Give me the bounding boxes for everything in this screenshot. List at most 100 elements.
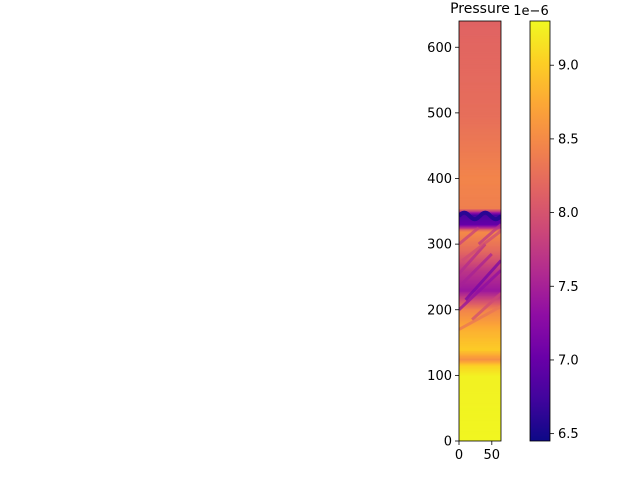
heatmap-row: [459, 94, 501, 97]
heatmap-row: [459, 204, 501, 207]
heatmap-row: [459, 166, 501, 169]
colorbar-frame: [529, 20, 551, 442]
heatmap-row: [459, 270, 501, 273]
colorbar-ticks: 6.5 7.0 7.5 8.0 8.5 9.0: [550, 59, 579, 442]
heatmap-row: [459, 192, 501, 195]
heatmap-row: [459, 321, 501, 324]
heatmap-row: [459, 173, 501, 176]
heatmap-row: [459, 72, 501, 75]
heatmap-row: [459, 32, 501, 35]
heatmap-row: [459, 139, 501, 142]
heatmap-row: [459, 84, 501, 86]
heatmap-row: [459, 360, 501, 363]
heatmap-row: [459, 324, 501, 327]
heatmap-row: [459, 385, 501, 388]
heatmap-row: [459, 384, 501, 387]
heatmap-row: [459, 381, 501, 384]
heatmap-row: [459, 326, 501, 329]
heatmap-row: [459, 279, 501, 282]
heatmap-row: [459, 131, 501, 134]
heatmap-row: [459, 136, 501, 139]
heatmap-row: [459, 220, 501, 223]
heatmap-row: [459, 42, 501, 44]
heatmap-row: [459, 422, 501, 425]
heatmap-row: [459, 87, 501, 90]
heatmap-row: [459, 330, 501, 333]
heatmap-row: [459, 413, 501, 416]
heatmap-row: [459, 396, 501, 399]
heatmap-row: [459, 238, 501, 241]
heatmap-row: [459, 379, 501, 382]
heatmap-row: [459, 294, 501, 296]
heatmap-row: [459, 140, 501, 143]
heatmap-row: [459, 40, 501, 43]
heatmap-row: [459, 203, 501, 206]
heatmap-row: [459, 378, 501, 380]
heatmap-row: [459, 158, 501, 161]
heatmap-row: [459, 68, 501, 71]
heatmap-streak: [459, 269, 501, 311]
heatmap-row: [459, 231, 501, 233]
heatmap-row: [459, 357, 501, 359]
heatmap-row: [459, 271, 501, 274]
heatmap-row: [459, 267, 501, 270]
heatmap-row: [459, 49, 501, 52]
plot-frame: [458, 20, 502, 442]
heatmap-row: [459, 425, 501, 428]
heatmap-row: [459, 286, 501, 289]
heatmap-row: [459, 405, 501, 408]
colorbar-tick-label: 7.5: [558, 280, 579, 295]
heatmap-row: [459, 21, 501, 23]
heatmap-row: [459, 199, 501, 202]
heatmap-row: [459, 36, 501, 39]
heatmap-row: [459, 393, 501, 396]
heatmap-row: [459, 225, 501, 228]
heatmap-row: [459, 301, 501, 304]
heatmap-row: [459, 367, 501, 370]
heatmap-streak: [459, 226, 480, 246]
heatmap-row: [459, 24, 501, 27]
heatmap-row: [459, 147, 501, 149]
heatmap-row: [459, 208, 501, 211]
heatmap-row: [459, 48, 501, 51]
heatmap-row: [459, 346, 501, 349]
heatmap-row: [459, 219, 501, 222]
heatmap-row: [459, 368, 501, 371]
heatmap-row: [459, 122, 501, 124]
heatmap-row: [459, 299, 501, 302]
heatmap-row: [459, 112, 501, 115]
heatmap-row: [459, 305, 501, 308]
heatmap-row: [459, 110, 501, 113]
heatmap-row: [459, 350, 501, 353]
heatmap-row: [459, 401, 501, 404]
heatmap-row: [459, 126, 501, 128]
heatmap-row: [459, 89, 501, 92]
heatmap-row: [459, 105, 501, 107]
heatmap-streak: [459, 243, 487, 275]
heatmap-row: [459, 38, 501, 40]
heatmap-row: [459, 116, 501, 119]
heatmap-row: [459, 28, 501, 31]
heatmap-row: [459, 135, 501, 138]
heatmap-row: [459, 397, 501, 400]
heatmap-row: [459, 269, 501, 271]
heatmap-streak: [471, 292, 501, 321]
x-axis: 0 50: [455, 441, 500, 463]
heatmap-row: [459, 364, 501, 367]
heatmap-row: [459, 182, 501, 185]
heatmap-row: [459, 322, 501, 325]
heatmap-row: [459, 160, 501, 163]
heatmap-row: [459, 430, 501, 433]
heatmap-row: [459, 55, 501, 58]
heatmap-row: [459, 69, 501, 72]
y-tick-label: 300: [427, 238, 452, 253]
heatmap-row: [459, 435, 501, 438]
heatmap-row: [459, 341, 501, 344]
heatmap-row: [459, 114, 501, 117]
heatmap-row: [459, 329, 501, 332]
heatmap-row: [459, 161, 501, 164]
heatmap-row: [459, 366, 501, 369]
heatmap-row: [459, 275, 501, 278]
heatmap-row: [459, 120, 501, 123]
heatmap-row: [459, 164, 501, 166]
